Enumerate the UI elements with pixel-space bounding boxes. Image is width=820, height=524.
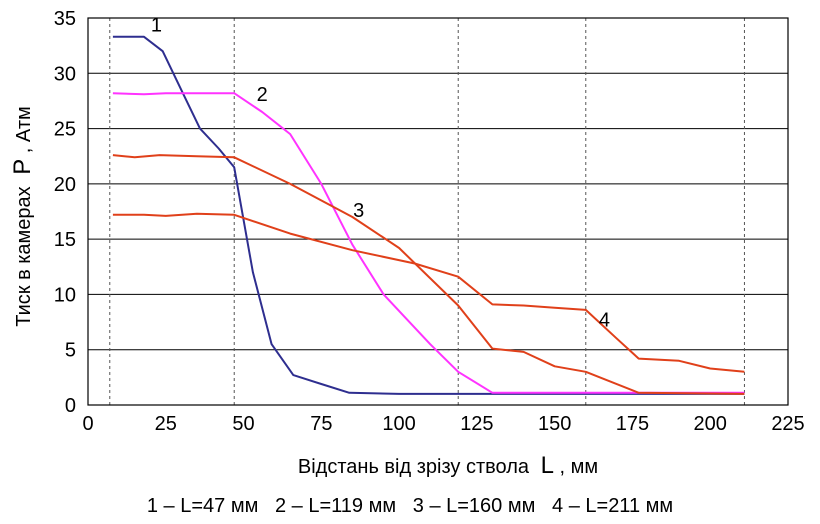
x-tick-label: 175 [616, 413, 649, 435]
series-line-1 [112, 35, 745, 395]
x-axis-title-unit: , мм [559, 456, 598, 478]
y-axis-title-symbol: P [9, 159, 36, 175]
series-line-4 [112, 212, 745, 373]
x-tick-label: 150 [538, 413, 571, 435]
series-label-3: 3 [353, 200, 364, 222]
y-tick-label: 20 [54, 174, 76, 196]
x-tick-label: 100 [382, 413, 415, 435]
y-axis-title: Тиск в камерах P , Атм [9, 106, 36, 327]
x-tick-label: 125 [460, 413, 493, 435]
series-label-2: 2 [257, 84, 268, 106]
y-tick-label: 5 [65, 340, 76, 362]
x-tick-label: 75 [310, 413, 332, 435]
x-tick-label: 50 [232, 413, 254, 435]
y-tick-label: 25 [54, 119, 76, 141]
series-line-2 [112, 92, 745, 394]
y-tick-label: 30 [54, 63, 76, 85]
x-axis-title-symbol: L [541, 452, 554, 479]
series-lines [112, 35, 745, 395]
y-axis-title-unit: , Атм [13, 106, 35, 153]
x-tick-label: 0 [82, 413, 93, 435]
series-label-4: 4 [599, 309, 610, 331]
x-tick-label: 225 [771, 413, 804, 435]
grid [88, 18, 788, 405]
tick-labels: 0 25 50 75 100 125 150 175 200 225 0 5 10 15 20 25 30 35 [54, 8, 805, 435]
series-labels: 1 2 3 4 [151, 14, 610, 331]
y-axis-title-text: Тиск в камерах [13, 186, 35, 326]
y-tick-label: 0 [65, 395, 76, 417]
x-tick-label: 25 [155, 413, 177, 435]
series-line-3 [112, 154, 745, 395]
series-label-1: 1 [151, 14, 162, 36]
legend: 1 – L=47 мм 2 – L=119 мм 3 – L=160 мм 4 … [147, 495, 673, 517]
y-tick-label: 10 [54, 284, 76, 306]
y-tick-label: 35 [54, 8, 76, 30]
x-axis-title-text: Відстань від зрізу ствола [298, 456, 530, 478]
y-tick-label: 15 [54, 229, 76, 251]
x-axis-title: Відстань від зрізу ствола L , мм [298, 452, 598, 479]
plot-frame [87, 17, 789, 406]
x-tick-label: 200 [694, 413, 727, 435]
